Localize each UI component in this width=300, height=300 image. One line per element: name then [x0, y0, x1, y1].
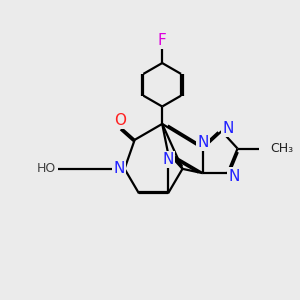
Text: N: N [197, 135, 208, 150]
Text: N: N [228, 169, 239, 184]
Text: N: N [114, 161, 125, 176]
Text: O: O [114, 112, 126, 128]
Text: N: N [222, 121, 234, 136]
Text: CH₃: CH₃ [270, 142, 293, 155]
Text: F: F [158, 33, 167, 48]
Text: HO: HO [37, 162, 56, 175]
Text: N: N [162, 152, 174, 167]
